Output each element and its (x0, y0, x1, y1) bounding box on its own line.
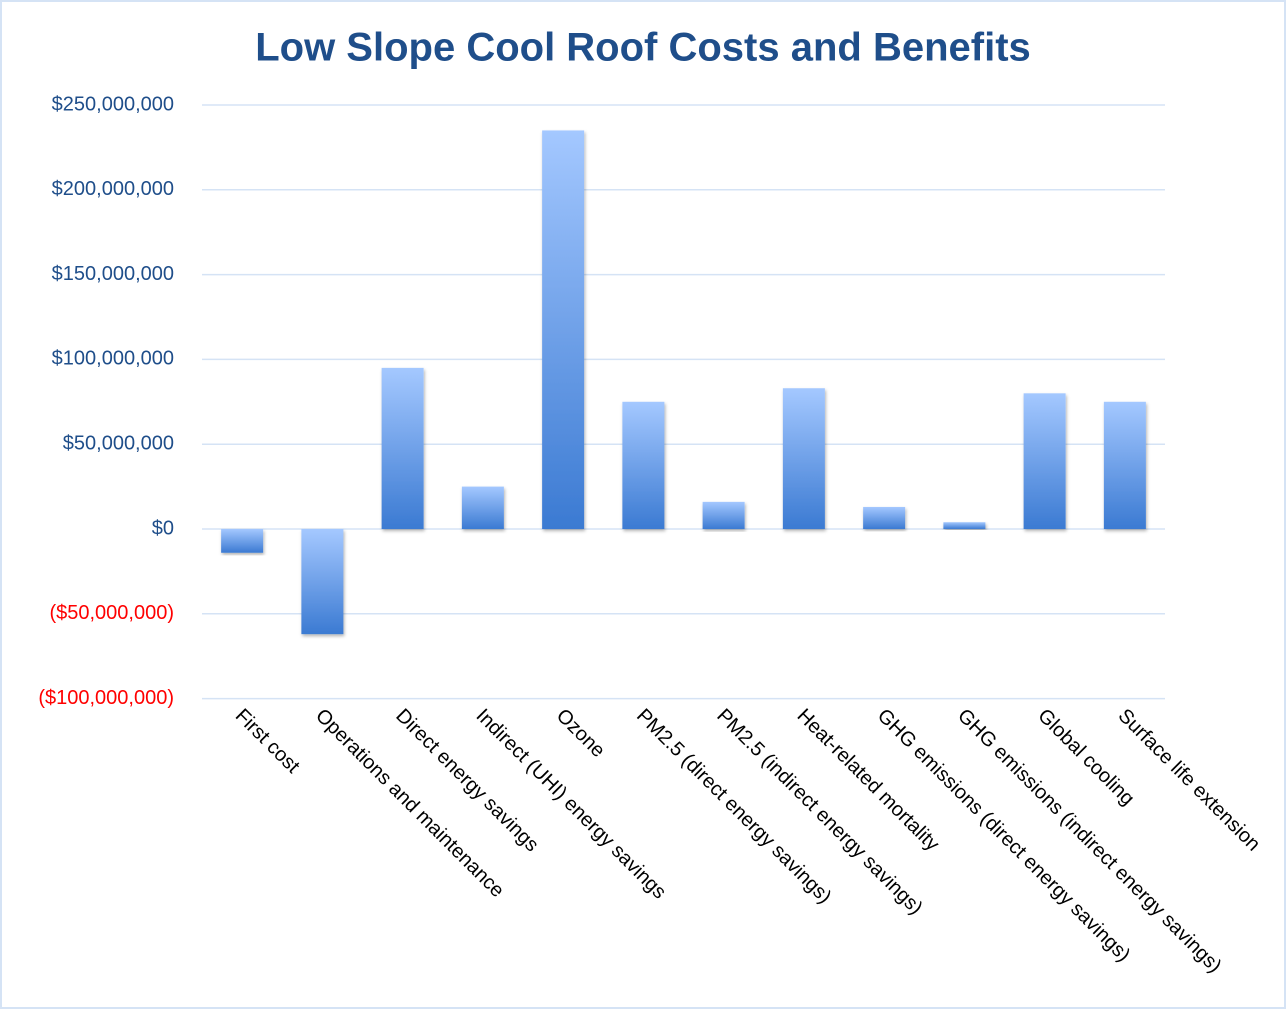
y-tick-label: ($100,000,000) (38, 687, 174, 709)
y-tick-label: $200,000,000 (52, 178, 174, 200)
bar (1023, 393, 1066, 529)
y-tick-label: $250,000,000 (52, 93, 174, 115)
bar (461, 486, 504, 529)
y-tick-label: $150,000,000 (52, 263, 174, 285)
bar (221, 529, 264, 553)
bar (542, 130, 585, 529)
chart-title: Low Slope Cool Roof Costs and Benefits (255, 26, 1031, 70)
y-tick-label: $100,000,000 (52, 348, 174, 370)
bar (782, 388, 825, 529)
y-tick-label: $0 (152, 517, 174, 539)
y-tick-label: $50,000,000 (63, 432, 174, 454)
y-tick-label: ($50,000,000) (49, 602, 174, 624)
bar (943, 522, 986, 529)
bar (702, 501, 745, 529)
bar (381, 367, 424, 529)
bar (301, 529, 344, 635)
bar (1103, 401, 1146, 529)
bar (863, 506, 906, 529)
bar (622, 401, 665, 529)
